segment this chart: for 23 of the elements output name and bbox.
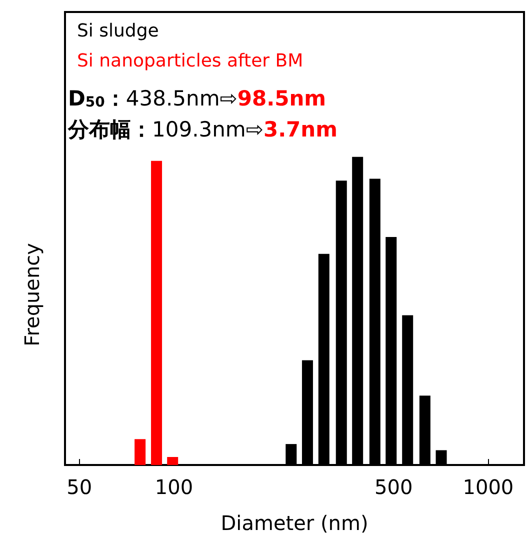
text: Si nanoparticles after BM bbox=[77, 50, 304, 72]
bar bbox=[318, 254, 330, 465]
y-axis-title: Frequency bbox=[20, 242, 44, 346]
bar bbox=[134, 439, 146, 465]
text: 分布幅：109.3nm⇨3.7nm bbox=[67, 118, 338, 142]
text: D50：438.5nm⇨98.5nm bbox=[68, 86, 326, 110]
bar bbox=[286, 444, 297, 465]
bar bbox=[419, 396, 430, 465]
x-tick-label: 500 bbox=[374, 475, 413, 499]
x-tick-label: 50 bbox=[66, 475, 92, 499]
x-axis-title: Diameter (nm) bbox=[220, 511, 368, 535]
bar bbox=[302, 360, 313, 465]
bar bbox=[436, 450, 447, 465]
bar bbox=[151, 160, 162, 465]
text: Si sludge bbox=[77, 20, 159, 42]
x-tick-label: 100 bbox=[154, 475, 194, 499]
x-tick-label: 1000 bbox=[462, 475, 514, 499]
bar bbox=[386, 236, 397, 465]
bar bbox=[402, 315, 414, 465]
bar bbox=[167, 456, 178, 465]
bar bbox=[352, 156, 364, 465]
bar bbox=[369, 178, 380, 465]
bar bbox=[336, 180, 347, 465]
